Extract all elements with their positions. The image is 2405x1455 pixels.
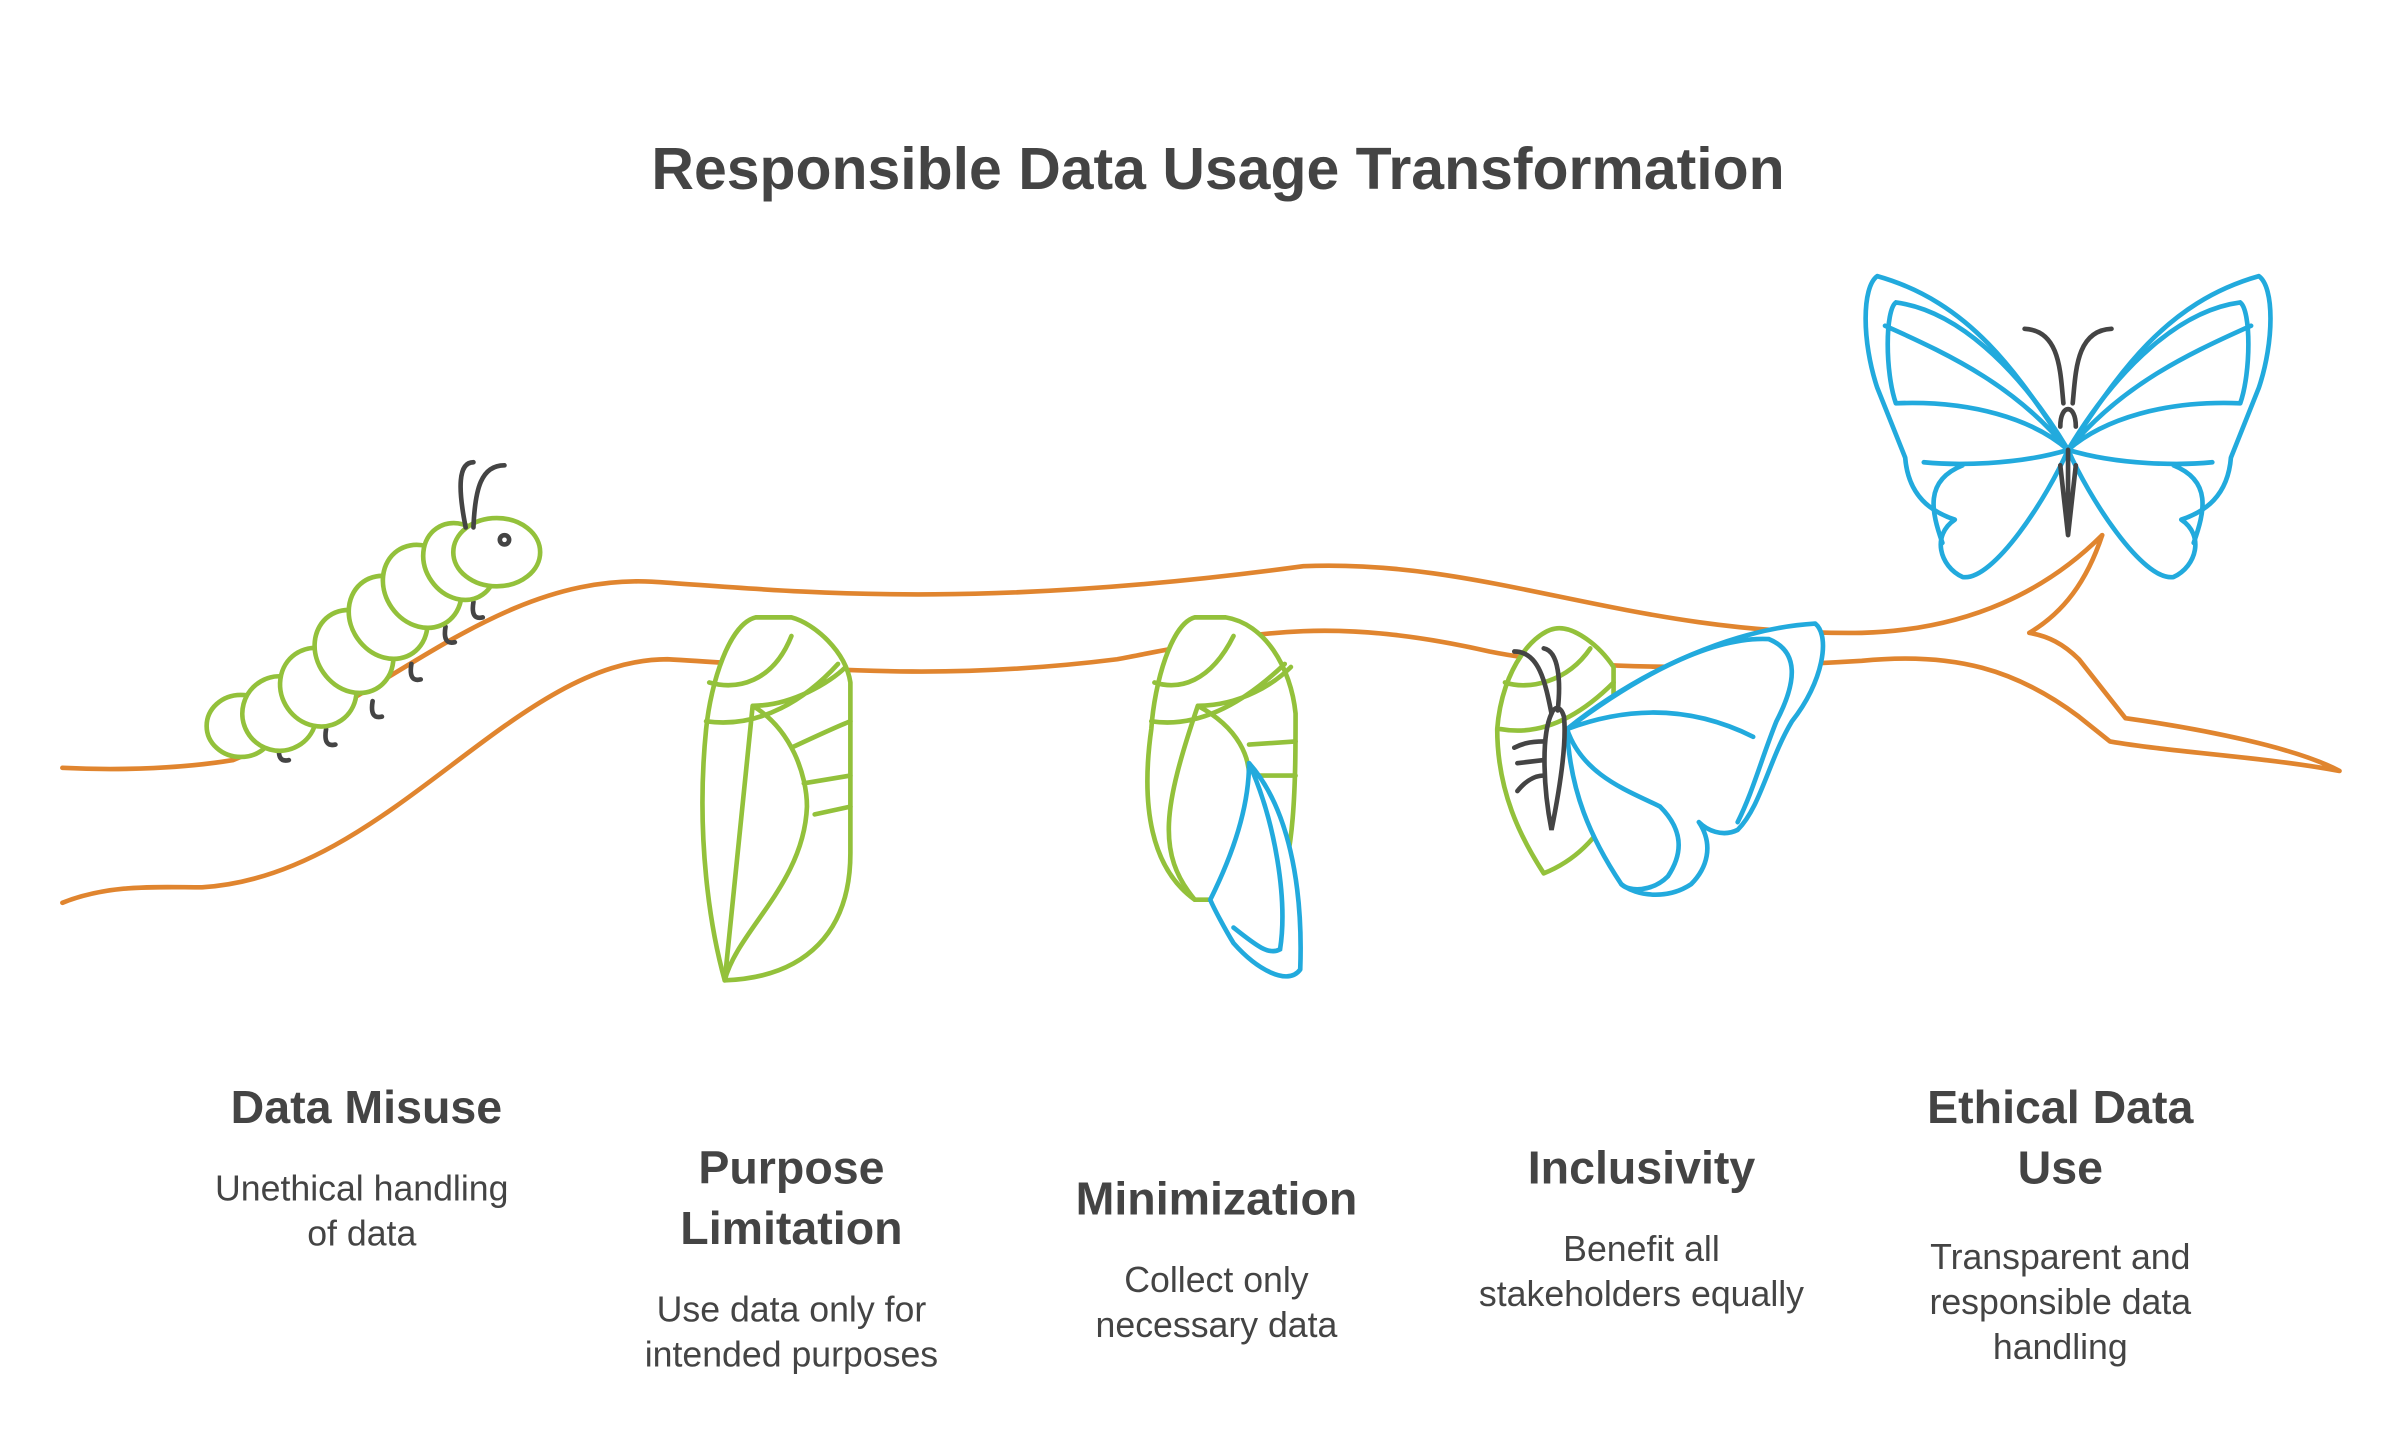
stage-purpose-limitation: Purpose Limitation Use data only for int… [645,1142,938,1375]
stage-data-misuse: Data Misuse Unethical handling of data [215,1081,508,1254]
emerging-butterfly-icon [1494,621,1826,897]
stage-title: Ethical Data [1927,1081,2194,1133]
stage-title: Limitation [680,1202,902,1254]
stage-ethical-data-use: Ethical Data Use Transparent and respons… [1927,1081,2194,1367]
stage-minimization: Minimization Collect only necessary data [1076,1173,1358,1346]
chrysalis-wing-icon [1145,615,1303,979]
stage-title: Data Misuse [231,1081,502,1133]
stage-title: Inclusivity [1528,1142,1756,1194]
diagram-title: Responsible Data Usage Transformation [651,137,1784,202]
stage-desc: responsible data [1929,1282,2191,1322]
stage-desc: of data [307,1214,416,1254]
stage-desc: Unethical handling [215,1169,508,1209]
stage-title: Use [2018,1142,2103,1194]
stage-desc: Collect only [1124,1260,1308,1300]
chrysalis-icon [700,615,853,983]
caterpillar-icon [204,459,543,763]
stage-inclusivity: Inclusivity Benefit all stakeholders equ… [1479,1142,1804,1315]
stage-title: Minimization [1076,1173,1358,1225]
stage-desc: Use data only for [657,1290,927,1330]
stage-desc: handling [1993,1327,2128,1367]
stage-desc: Transparent and [1930,1237,2190,1277]
butterfly-icon [1863,273,2273,580]
stage-desc: Benefit all [1563,1229,1720,1269]
stage-title: Purpose [698,1142,884,1194]
stage-desc: intended purposes [645,1335,938,1375]
stage-desc: necessary data [1096,1305,1338,1345]
stage-desc: stakeholders equally [1479,1274,1804,1314]
